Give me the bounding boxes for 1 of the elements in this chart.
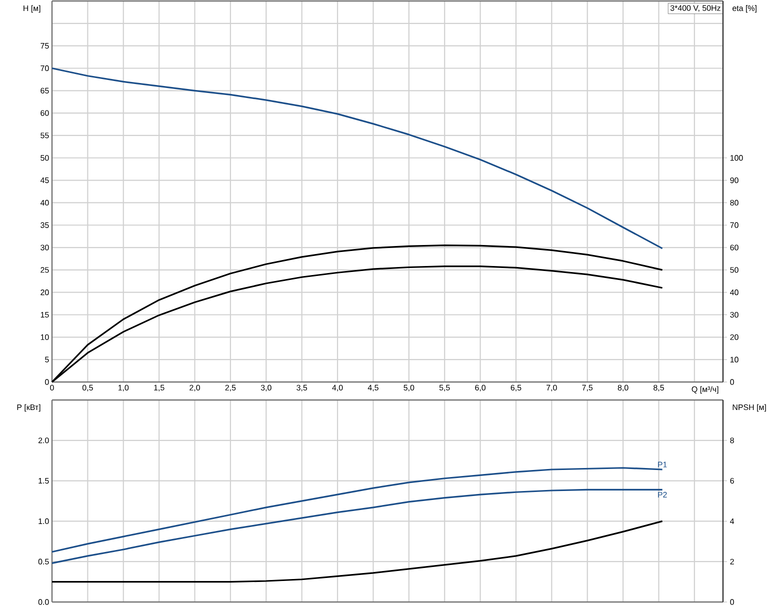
line-series <box>51 67 664 250</box>
